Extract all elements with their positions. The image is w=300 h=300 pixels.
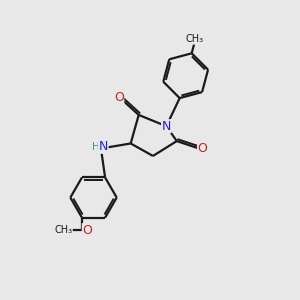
Text: O: O: [114, 92, 124, 104]
Text: O: O: [82, 224, 92, 237]
Text: H: H: [92, 142, 100, 152]
Text: O: O: [198, 142, 208, 155]
Text: N: N: [99, 140, 108, 153]
Text: N: N: [162, 120, 171, 133]
Text: CH₃: CH₃: [186, 34, 204, 44]
Text: CH₃: CH₃: [54, 225, 72, 235]
